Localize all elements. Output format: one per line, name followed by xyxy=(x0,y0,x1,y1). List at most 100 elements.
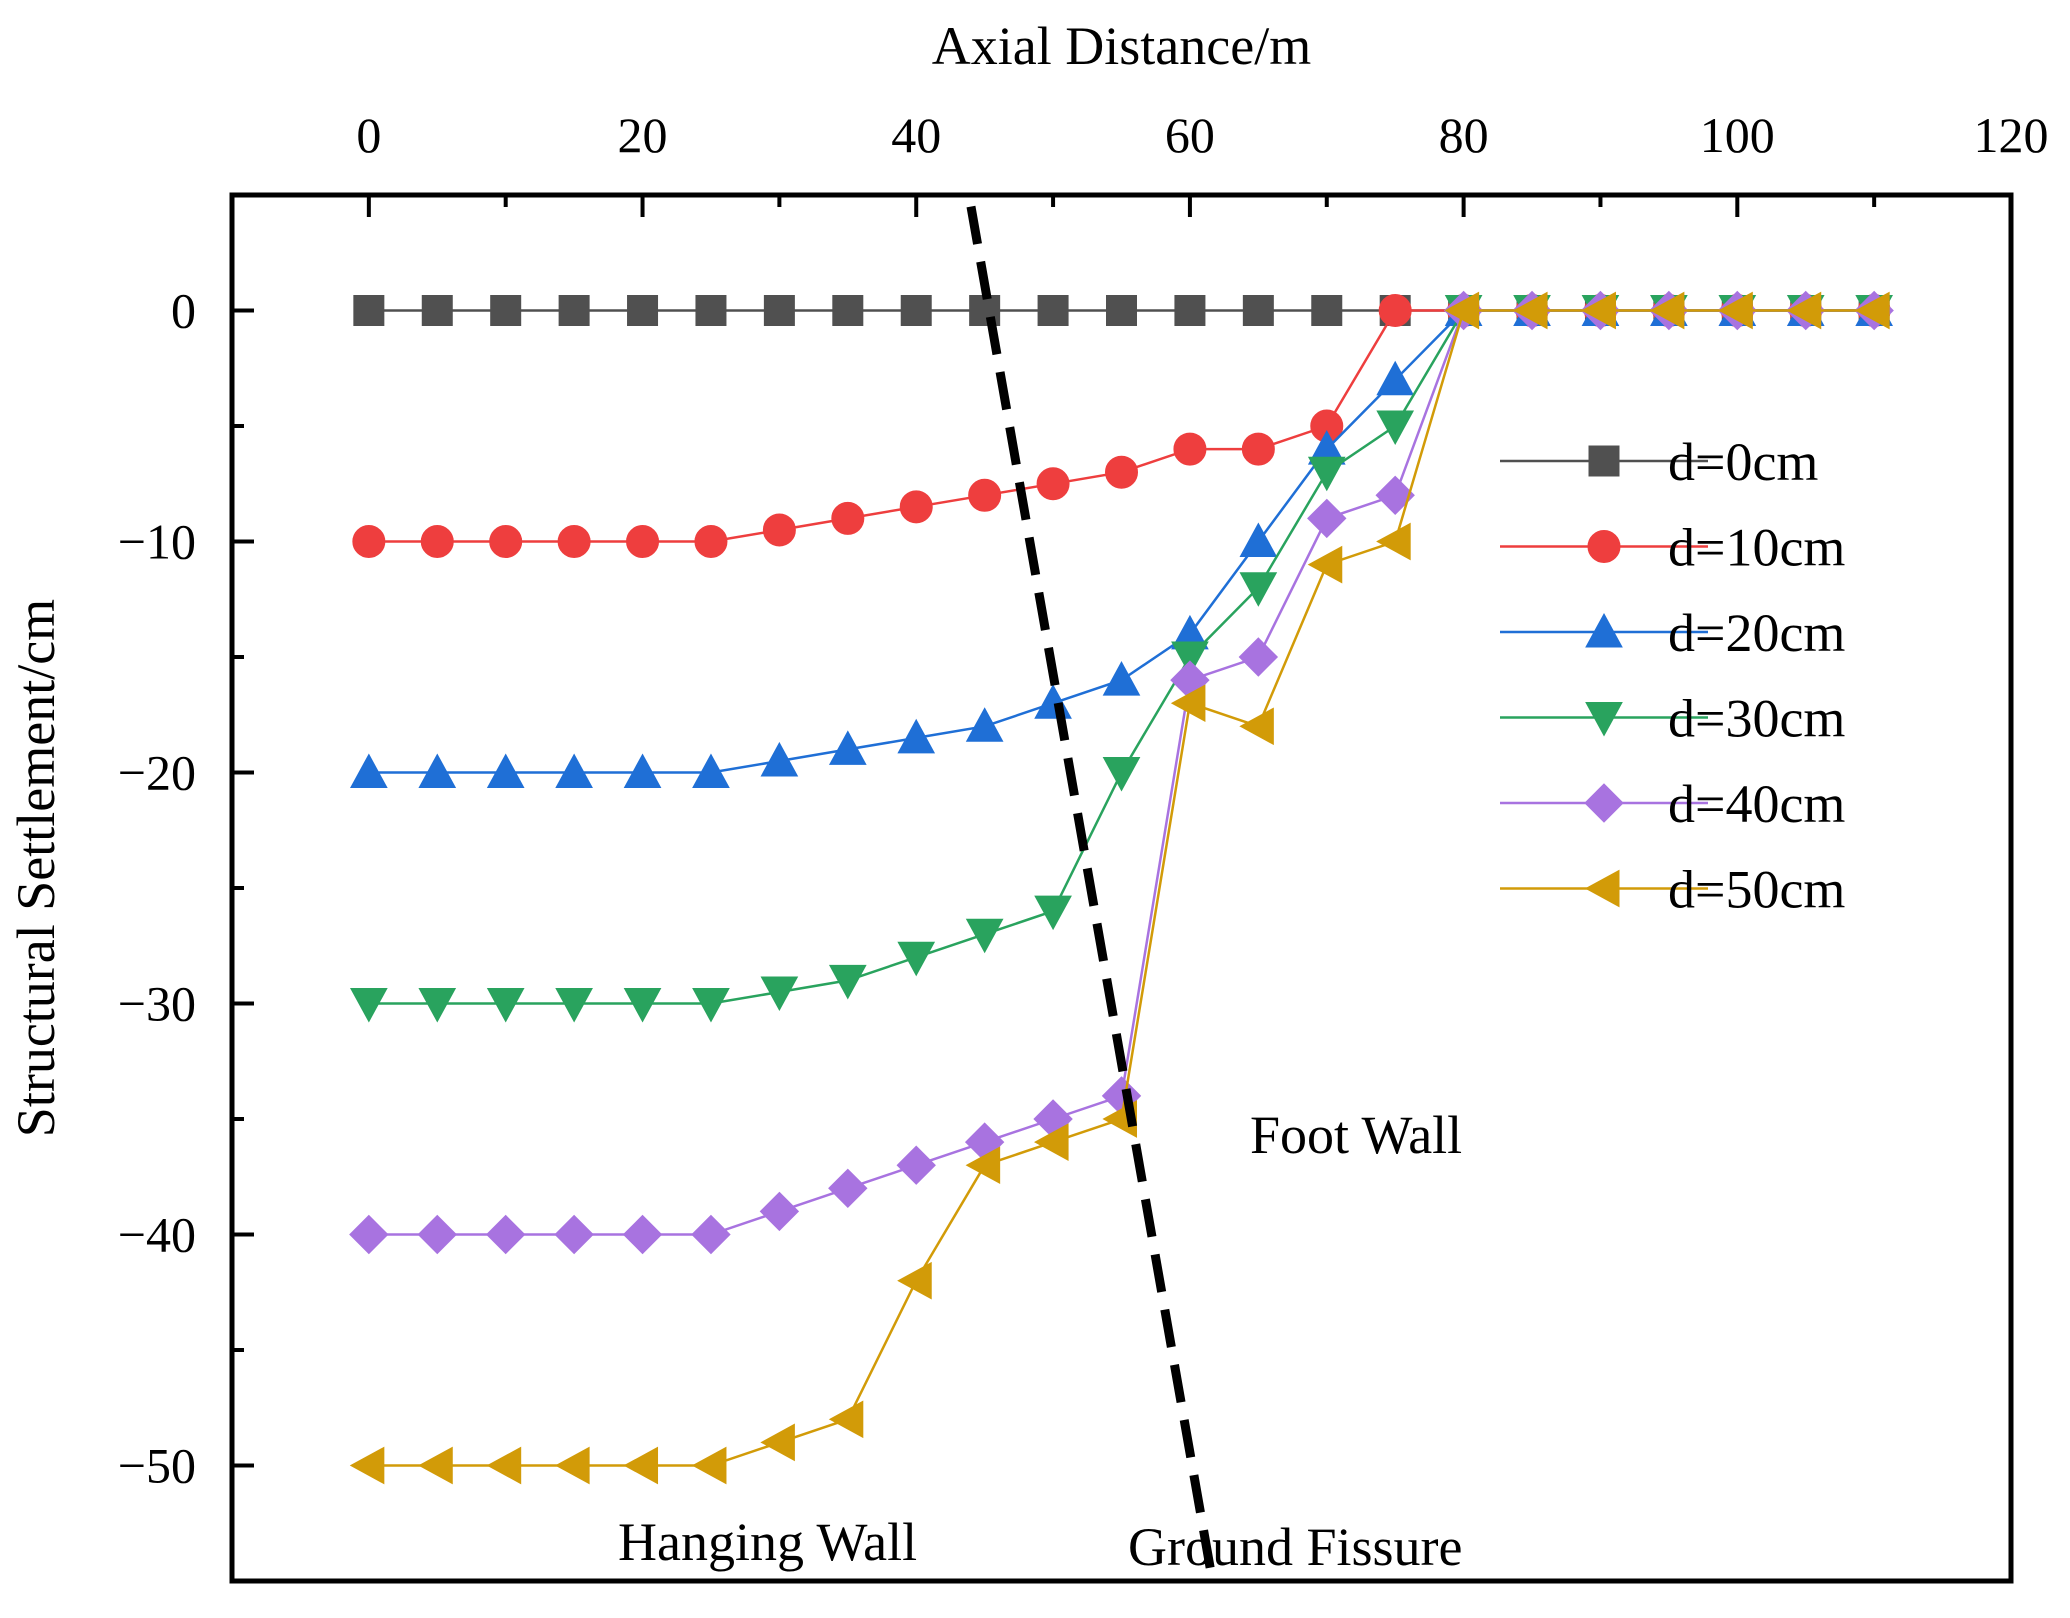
data-point xyxy=(897,718,936,754)
data-point xyxy=(489,525,523,558)
data-point xyxy=(1036,467,1070,501)
data-point xyxy=(555,988,593,1023)
legend-item: d=50cm xyxy=(1500,860,1845,920)
data-point xyxy=(692,753,730,788)
data-point xyxy=(763,295,795,326)
data-point xyxy=(831,501,865,535)
data-point xyxy=(1102,757,1141,792)
data-point xyxy=(555,753,593,788)
data-point xyxy=(485,1214,526,1255)
data-point xyxy=(1106,295,1137,326)
data-point xyxy=(623,1446,659,1485)
data-point xyxy=(1239,522,1278,557)
legend: d=0cm d=10cm d=20cm d=30cm d=40cm d=50cm xyxy=(1500,432,1845,920)
data-point xyxy=(1307,498,1347,539)
y-tick-label: 0 xyxy=(171,283,196,339)
data-point xyxy=(1171,641,1209,677)
legend-label: d=10cm xyxy=(1668,518,1845,578)
data-point xyxy=(349,1214,389,1255)
data-point xyxy=(1375,475,1415,516)
data-point xyxy=(691,1214,731,1255)
x-axis-title: Axial Distance/m xyxy=(932,16,1311,76)
data-point xyxy=(622,1214,663,1255)
data-point xyxy=(1649,291,1685,330)
data-point xyxy=(420,525,454,558)
legend-marker xyxy=(1588,445,1620,477)
legend-item: d=20cm xyxy=(1500,603,1845,663)
legend-marker xyxy=(1584,869,1620,908)
legend-item: d=10cm xyxy=(1500,518,1845,578)
data-point xyxy=(1174,295,1206,326)
data-point xyxy=(486,1446,522,1485)
data-point xyxy=(1307,545,1343,584)
data-point xyxy=(694,525,728,558)
legend-marker xyxy=(1587,530,1621,563)
hanging-wall-label: Hanging Wall xyxy=(618,1512,917,1572)
data-point xyxy=(1105,455,1138,489)
data-point xyxy=(1307,456,1346,492)
data-point xyxy=(1786,291,1822,330)
data-point xyxy=(350,753,388,788)
data-point xyxy=(828,730,867,765)
data-point xyxy=(1855,291,1890,330)
data-point xyxy=(828,1400,864,1439)
data-point xyxy=(1239,707,1274,746)
data-point xyxy=(1037,295,1069,326)
data-point xyxy=(353,295,385,326)
y-tick-label: −20 xyxy=(118,745,196,801)
data-point xyxy=(417,1214,457,1255)
x-tick-label: 0 xyxy=(356,107,381,163)
data-point xyxy=(1444,291,1480,330)
legend-label: d=0cm xyxy=(1668,432,1818,492)
data-point xyxy=(832,295,864,326)
data-point xyxy=(555,1446,590,1485)
data-point xyxy=(691,1446,727,1485)
data-point xyxy=(760,741,799,777)
data-point xyxy=(760,1423,795,1462)
data-point xyxy=(965,918,1004,954)
data-point xyxy=(557,525,591,558)
x-tick-label: 60 xyxy=(1165,107,1215,163)
series-line xyxy=(368,309,1875,543)
x-tick-label: 20 xyxy=(618,107,668,163)
data-point xyxy=(1242,295,1274,326)
data-point xyxy=(1241,432,1275,466)
data-point xyxy=(692,988,730,1023)
legend-label: d=40cm xyxy=(1668,774,1845,834)
data-point xyxy=(828,1168,868,1209)
data-point xyxy=(421,295,453,326)
data-point xyxy=(760,976,799,1011)
data-point xyxy=(759,1191,800,1232)
data-point xyxy=(828,964,867,1000)
data-point xyxy=(418,988,457,1023)
data-point xyxy=(418,1446,453,1485)
data-point xyxy=(1378,294,1412,327)
data-point xyxy=(1718,291,1753,330)
data-point xyxy=(1034,684,1072,719)
y-tick-label: −50 xyxy=(118,1438,196,1494)
data-point xyxy=(695,295,727,326)
data-point xyxy=(1512,291,1548,330)
legend-marker xyxy=(1584,783,1624,823)
y-tick-label: −40 xyxy=(118,1207,196,1263)
data-point xyxy=(1034,1123,1069,1161)
data-point xyxy=(897,941,936,977)
data-point xyxy=(1376,522,1411,561)
ground-fissure-line xyxy=(966,205,1215,1571)
legend-marker xyxy=(1585,702,1623,737)
x-tick-label: 120 xyxy=(1974,107,2049,163)
data-point xyxy=(626,525,660,558)
data-point xyxy=(1376,360,1415,396)
data-point xyxy=(900,295,932,326)
data-point xyxy=(896,1145,936,1185)
data-point xyxy=(1173,432,1207,466)
legend-label: d=30cm xyxy=(1668,689,1845,749)
series-d=30cm xyxy=(350,295,1893,1023)
data-point xyxy=(1376,410,1415,446)
data-point xyxy=(490,295,522,326)
legend-label: d=50cm xyxy=(1668,860,1845,920)
data-point xyxy=(554,1214,594,1255)
data-point xyxy=(1238,637,1279,677)
data-point xyxy=(349,1446,385,1485)
